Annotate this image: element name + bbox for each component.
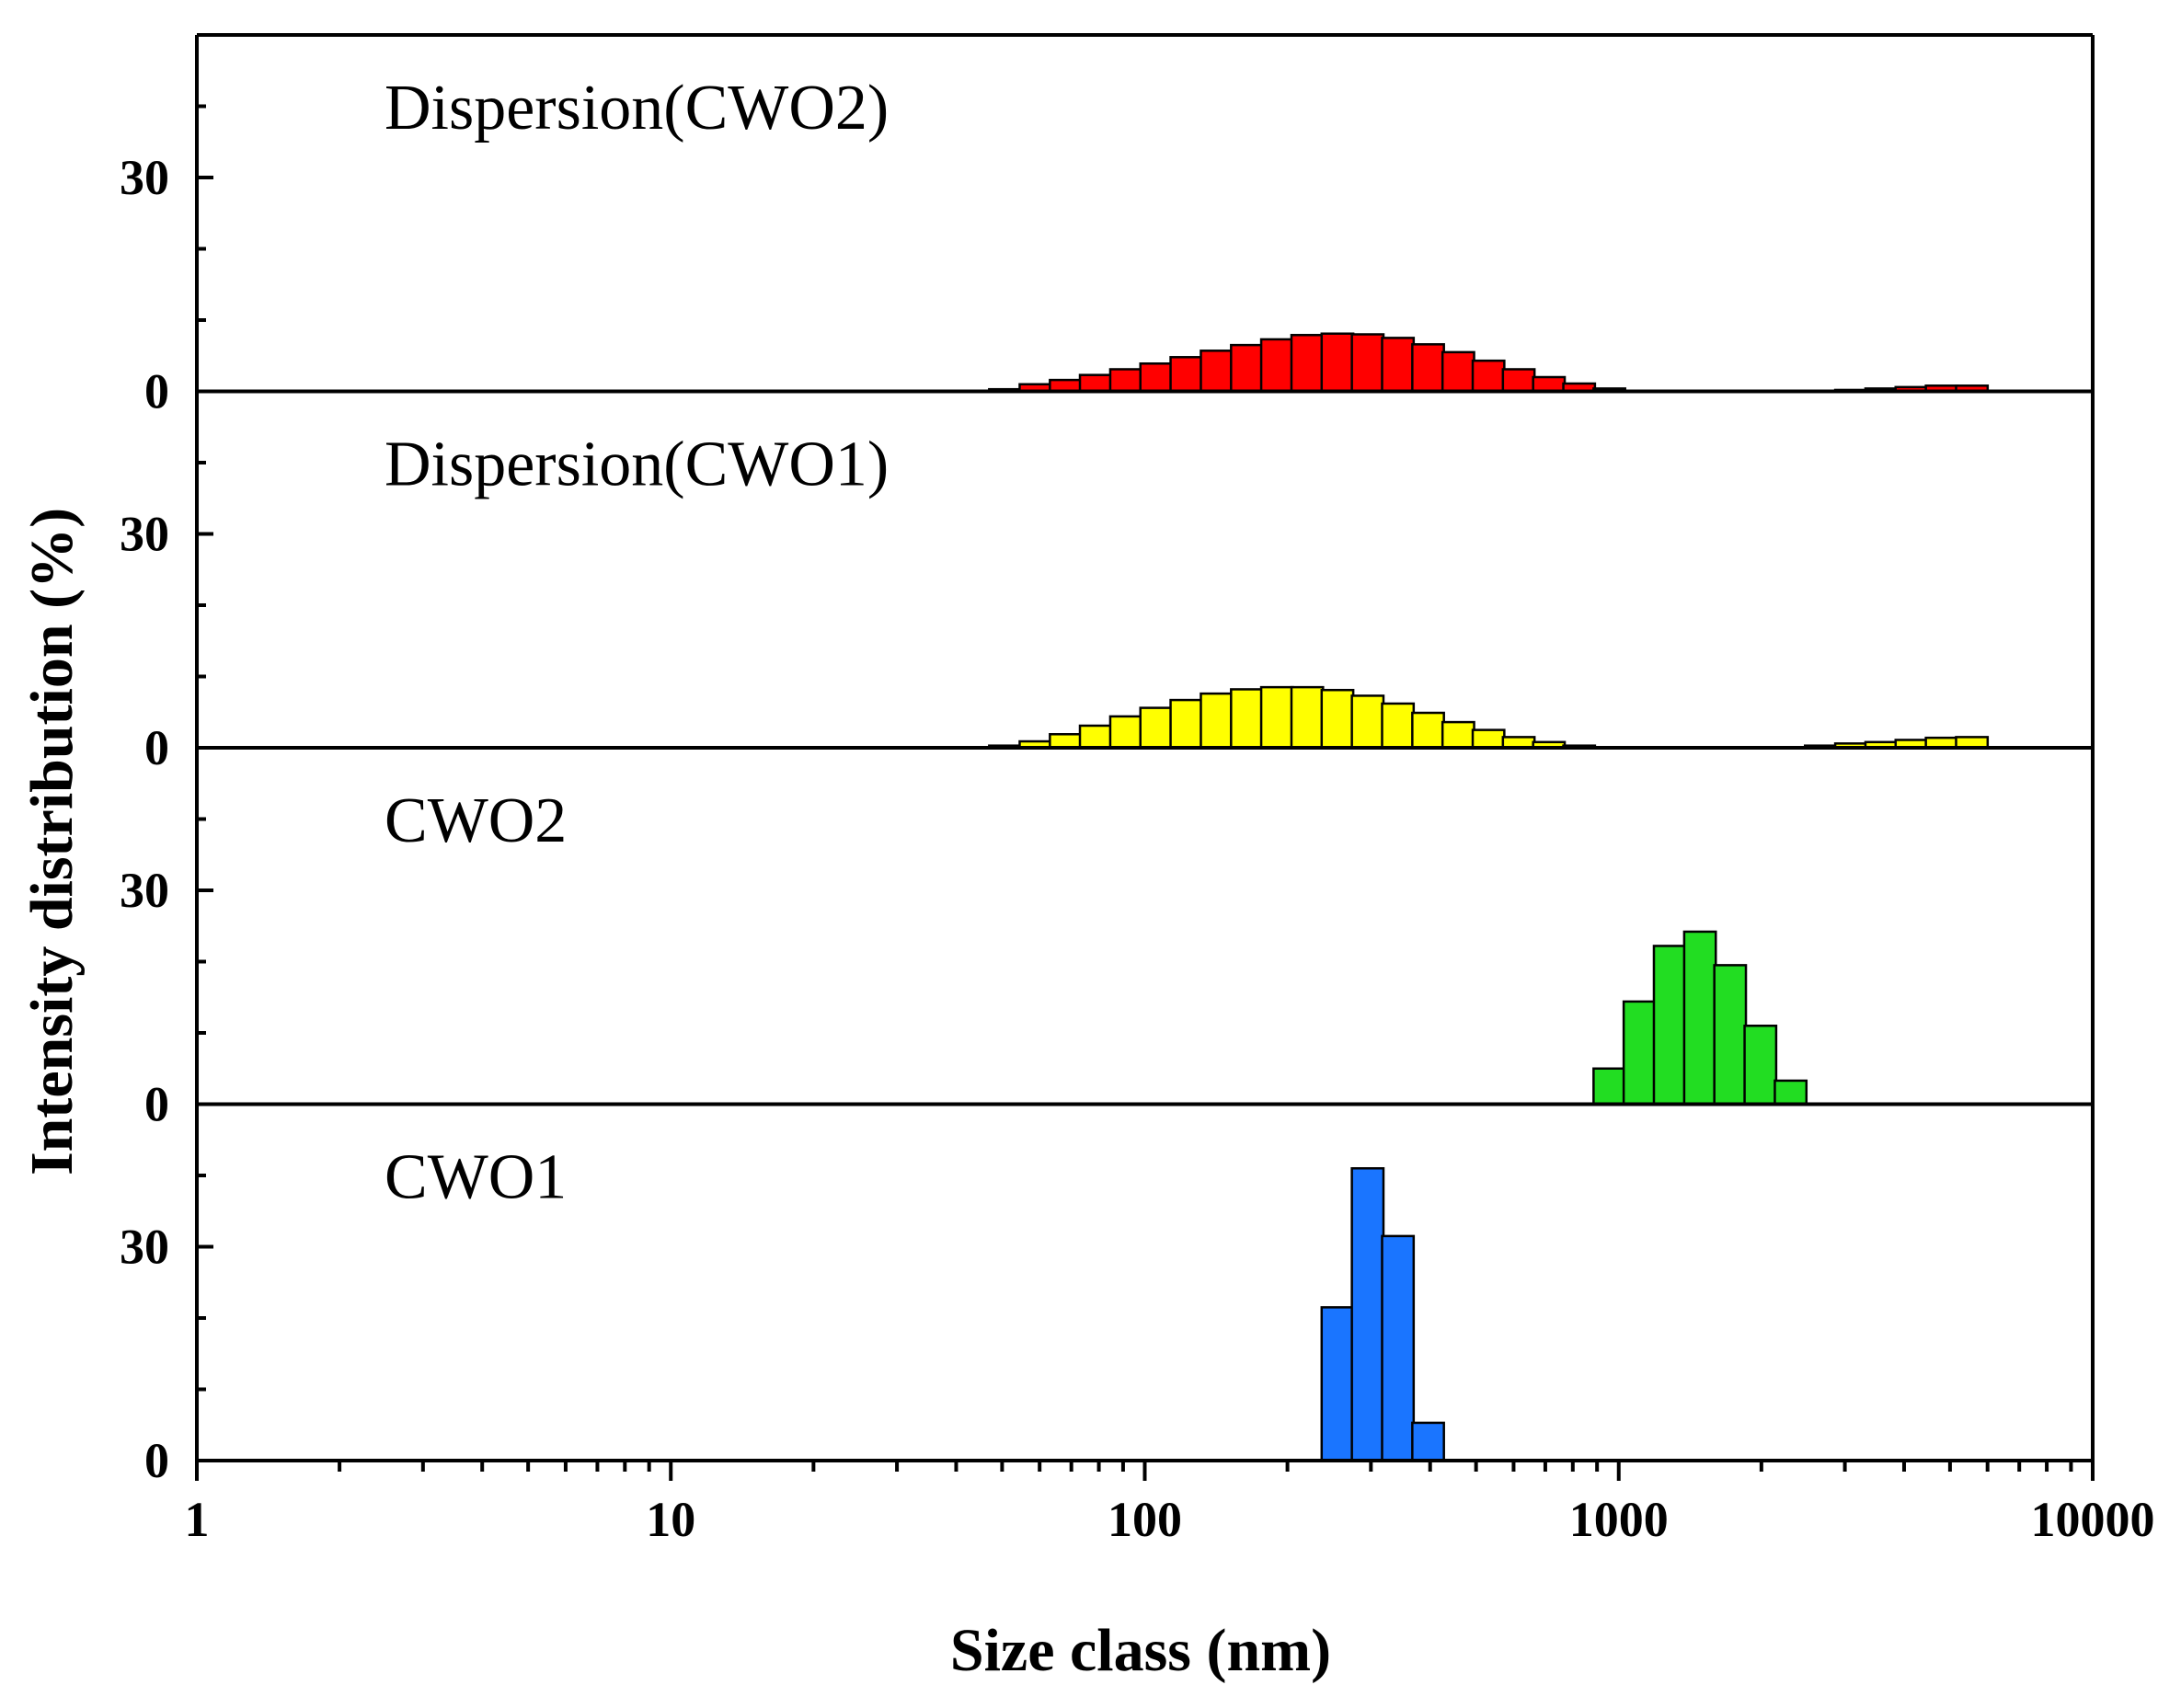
y-tick-label: 30 [120, 1220, 169, 1275]
bar [1652, 945, 1687, 1106]
panel-label: CWO2 [385, 785, 567, 856]
bar [1773, 1079, 1808, 1106]
bar [1622, 1000, 1657, 1106]
bar [1139, 362, 1174, 393]
bar [1350, 1167, 1385, 1462]
bar [1592, 1067, 1626, 1106]
bar [1411, 711, 1445, 750]
bar [1108, 715, 1143, 750]
bar [1259, 685, 1294, 750]
x-tick-label: 10000 [2031, 1492, 2155, 1547]
bar [1259, 338, 1294, 393]
bar [1078, 724, 1113, 750]
x-axis-title: Size class (nm) [950, 1617, 1331, 1684]
bar [1169, 356, 1204, 393]
bar [1713, 964, 1748, 1106]
x-tick-label: 1 [185, 1492, 210, 1547]
bar [1290, 334, 1325, 393]
x-tick-label: 10 [646, 1492, 695, 1547]
bar [1230, 688, 1264, 750]
y-tick-label: 30 [120, 863, 169, 918]
bar [1139, 706, 1174, 750]
bar [1441, 350, 1475, 393]
chart-panels: 0 30 Dispersion(CWO2) 0 30 Dispersion(CWO1) 0 3… [120, 33, 2095, 1488]
bar [1532, 375, 1567, 393]
bar [1441, 720, 1475, 750]
panel-dispersion-cwo2: 0 30 Dispersion(CWO2) [120, 33, 2095, 419]
bar [1108, 368, 1143, 393]
bar [1350, 333, 1385, 393]
bar [1471, 728, 1506, 750]
y-tick-label: 0 [144, 364, 169, 419]
bar [1169, 698, 1204, 750]
bar [1381, 702, 1416, 750]
bar [1320, 688, 1355, 750]
y-tick-label: 0 [144, 1077, 169, 1132]
bar [1381, 1234, 1416, 1462]
bar [1411, 1421, 1445, 1462]
bar [1320, 332, 1355, 393]
bar [1320, 1306, 1355, 1462]
bar [1471, 359, 1506, 393]
bar [1411, 343, 1445, 393]
bar [1078, 373, 1113, 393]
y-axis-title: Intensity distribution (%) [18, 508, 86, 1175]
bar [1381, 337, 1416, 393]
panel-label: Dispersion(CWO2) [385, 73, 889, 143]
bar [1230, 343, 1264, 393]
panel-cwo2: 0 30 CWO2 [120, 748, 2095, 1132]
x-tick-label: 100 [1108, 1492, 1182, 1547]
panel-label: Dispersion(CWO1) [385, 430, 889, 500]
y-tick-label: 0 [144, 720, 169, 775]
panel-cwo1: 0 30 CWO1 [120, 1104, 2095, 1488]
bar [1049, 733, 1083, 750]
bar [1682, 930, 1717, 1106]
y-tick-label: 0 [144, 1433, 169, 1488]
x-tick-label: 1000 [1569, 1492, 1669, 1547]
bar [1501, 368, 1536, 393]
bar [1743, 1025, 1778, 1106]
bar [1290, 685, 1325, 750]
panel-label: CWO1 [385, 1142, 567, 1213]
y-tick-label: 30 [120, 150, 169, 205]
y-tick-label: 30 [120, 507, 169, 562]
bar [1350, 694, 1385, 750]
panel-dispersion-cwo1: 0 30 Dispersion(CWO1) [120, 391, 2095, 775]
bar [1200, 350, 1234, 393]
x-axis: 1 10 100 1000 10000 [185, 1461, 2155, 1547]
bar [1200, 692, 1234, 750]
